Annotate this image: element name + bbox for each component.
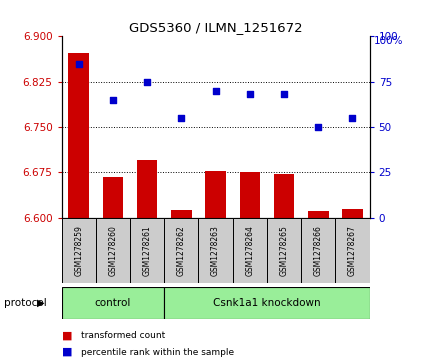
Bar <box>308 211 329 218</box>
Bar <box>267 218 301 283</box>
Bar <box>62 287 164 319</box>
Bar <box>274 174 294 218</box>
Text: GSM1278267: GSM1278267 <box>348 225 357 276</box>
Point <box>246 91 253 97</box>
Text: Csnk1a1 knockdown: Csnk1a1 knockdown <box>213 298 321 308</box>
Title: GDS5360 / ILMN_1251672: GDS5360 / ILMN_1251672 <box>129 21 302 34</box>
Point <box>143 79 150 85</box>
Point <box>349 115 356 121</box>
Bar <box>205 171 226 218</box>
Text: percentile rank within the sample: percentile rank within the sample <box>81 348 235 356</box>
Point <box>315 124 322 130</box>
Bar <box>137 160 158 218</box>
Bar <box>103 177 123 218</box>
Text: GSM1278264: GSM1278264 <box>246 225 254 276</box>
Text: control: control <box>95 298 131 308</box>
Text: GSM1278259: GSM1278259 <box>74 225 83 276</box>
Text: ■: ■ <box>62 331 72 341</box>
Text: GSM1278266: GSM1278266 <box>314 225 323 276</box>
Text: ▶: ▶ <box>37 298 45 308</box>
Text: ■: ■ <box>62 347 72 357</box>
Point <box>110 97 117 103</box>
Bar <box>171 210 192 218</box>
Bar <box>233 218 267 283</box>
Bar <box>164 218 198 283</box>
Bar <box>239 172 260 218</box>
Bar <box>301 218 335 283</box>
Bar <box>198 218 233 283</box>
Point <box>178 115 185 121</box>
Bar <box>96 218 130 283</box>
Bar <box>342 209 363 218</box>
Text: protocol: protocol <box>4 298 47 308</box>
Text: 100%: 100% <box>374 36 403 46</box>
Text: GSM1278265: GSM1278265 <box>279 225 289 276</box>
Bar <box>335 218 370 283</box>
Text: GSM1278261: GSM1278261 <box>143 225 152 276</box>
Text: GSM1278260: GSM1278260 <box>108 225 117 276</box>
Text: GSM1278262: GSM1278262 <box>177 225 186 276</box>
Bar <box>69 53 89 218</box>
Point <box>212 88 219 94</box>
Text: GSM1278263: GSM1278263 <box>211 225 220 276</box>
Bar <box>164 287 370 319</box>
Bar <box>130 218 164 283</box>
Text: transformed count: transformed count <box>81 331 165 340</box>
Point <box>281 91 288 97</box>
Bar <box>62 218 96 283</box>
Point <box>75 61 82 66</box>
